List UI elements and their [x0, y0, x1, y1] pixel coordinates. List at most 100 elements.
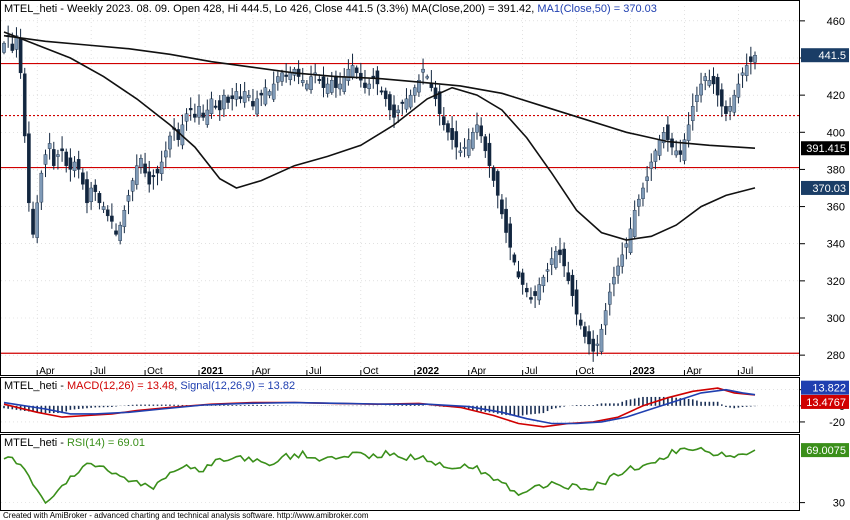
x-tick-label: Jul — [309, 366, 322, 377]
price-title-prefix: MTEL_heti - Weekly 2023. 08. 09. Open 42… — [4, 3, 537, 15]
rsi-lines — [3, 446, 756, 505]
candle-body — [288, 72, 293, 80]
candle-body — [421, 68, 425, 73]
price-panel-frame — [0, 0, 800, 376]
candle-body — [85, 179, 89, 204]
candle-body — [350, 65, 355, 77]
macd-lines — [3, 387, 756, 428]
candle-body — [678, 150, 683, 155]
candle-body — [147, 171, 152, 185]
candle-body — [155, 168, 160, 174]
rsi-value-labels: 69.0075 — [801, 443, 849, 458]
candle-body — [566, 272, 571, 282]
candle-body — [533, 291, 537, 296]
candle-body — [134, 165, 139, 185]
price-chart-title: MTEL_heti - Weekly 2023. 08. 09. Open 42… — [4, 3, 657, 15]
y-tick-label: 380 — [827, 164, 845, 176]
candle-body — [587, 331, 591, 345]
candle-body — [483, 136, 488, 152]
macd-label-0-text: 13.822 — [812, 383, 846, 395]
candle-body — [188, 108, 193, 111]
candle-body — [371, 75, 376, 78]
candle-body — [22, 73, 27, 137]
candle-body — [599, 328, 604, 352]
candle-body — [51, 149, 56, 166]
x-tick-label: 2022 — [417, 366, 440, 377]
candle-body — [164, 150, 168, 158]
candle-body — [686, 124, 691, 141]
candle-body — [720, 89, 724, 107]
x-tick-label: Apr — [255, 366, 271, 377]
candle-body — [520, 272, 525, 285]
x-tick-label: 2021 — [201, 366, 224, 377]
price-label-0: 441.5 — [801, 48, 849, 63]
candle-body — [321, 76, 326, 88]
candle-body — [404, 98, 409, 110]
candle-body — [724, 106, 728, 114]
candle-body — [363, 82, 367, 88]
price-label-2-text: 370.03 — [812, 183, 846, 195]
price-label-2-bg — [801, 180, 849, 195]
rsi-panel-frame — [0, 434, 800, 511]
footer-credit: Created with AmiBroker - advanced charti… — [3, 511, 369, 520]
candle-body — [450, 128, 454, 140]
candle-body — [549, 258, 554, 265]
price-moving-averages — [3, 31, 756, 241]
ma50-line — [3, 31, 756, 241]
candle-body — [690, 106, 695, 121]
candle-body — [139, 158, 143, 168]
candle-body — [226, 96, 230, 103]
macd-chart-title: MTEL_heti - MACD(12,26) = 13.48, Signal(… — [4, 380, 295, 392]
candle-body — [715, 77, 720, 96]
candle-body — [641, 187, 645, 199]
candle-body — [230, 95, 235, 100]
candle-body — [114, 230, 118, 235]
candle-body — [60, 148, 64, 152]
candle-body — [334, 75, 338, 88]
x-tick-label: Jul — [740, 366, 753, 377]
candle-body — [637, 198, 641, 207]
candle-body — [151, 175, 156, 178]
candle-body — [458, 150, 463, 153]
candle-body — [682, 139, 687, 161]
candle-body — [529, 297, 533, 300]
candle-body — [126, 195, 131, 202]
y-tick-label: 280 — [827, 350, 845, 362]
candle-body — [558, 249, 562, 256]
candle-body — [516, 271, 521, 278]
candle-body — [14, 35, 19, 50]
candle-body — [462, 146, 467, 149]
x-tick-label: Oct — [363, 366, 379, 377]
candle-body — [446, 123, 450, 133]
candle-body — [18, 37, 23, 74]
candle-body — [284, 74, 288, 77]
rsi-series-0 — [3, 446, 756, 505]
candle-body — [81, 172, 85, 185]
candle-body — [500, 199, 504, 215]
macd-y-tick-label: -20 — [829, 417, 845, 429]
x-tick-label: Apr — [39, 366, 55, 377]
candle-body — [305, 83, 309, 90]
price-candles — [2, 25, 757, 362]
candle-body — [554, 250, 558, 268]
y-tick-label: 400 — [827, 127, 845, 139]
candle-body — [396, 109, 400, 113]
candle-body — [205, 109, 210, 125]
price-hlines — [1, 62, 799, 354]
candle-body — [541, 276, 546, 287]
y-tick-label: 360 — [827, 202, 845, 214]
candle-body — [603, 310, 608, 326]
candle-body — [101, 206, 106, 210]
candle-body — [217, 100, 222, 111]
rsi-title-prefix: MTEL_heti - — [4, 437, 67, 449]
candle-body — [47, 143, 52, 149]
candle-body — [649, 161, 654, 169]
candle-body — [574, 289, 579, 315]
candle-body — [400, 101, 405, 104]
candle-body — [749, 56, 753, 62]
candle-body — [740, 72, 745, 76]
y-tick-label: 320 — [827, 276, 845, 288]
candle-body — [442, 116, 446, 126]
macd-label-0: 13.822 — [801, 380, 849, 395]
candle-body — [508, 223, 512, 248]
